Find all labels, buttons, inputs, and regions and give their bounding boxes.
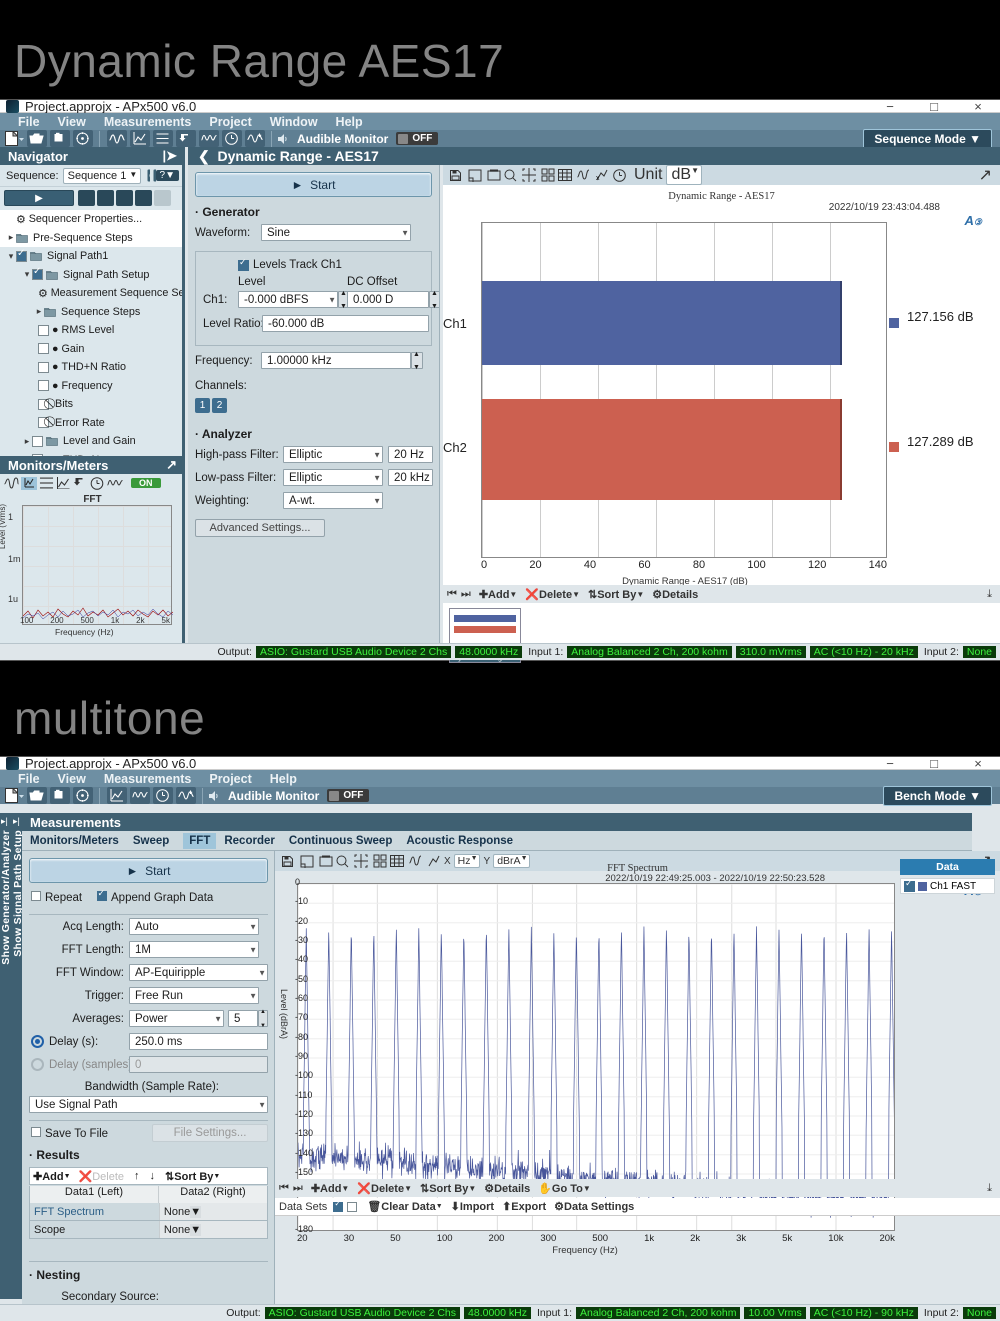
svg-text:x: x (596, 175, 600, 181)
